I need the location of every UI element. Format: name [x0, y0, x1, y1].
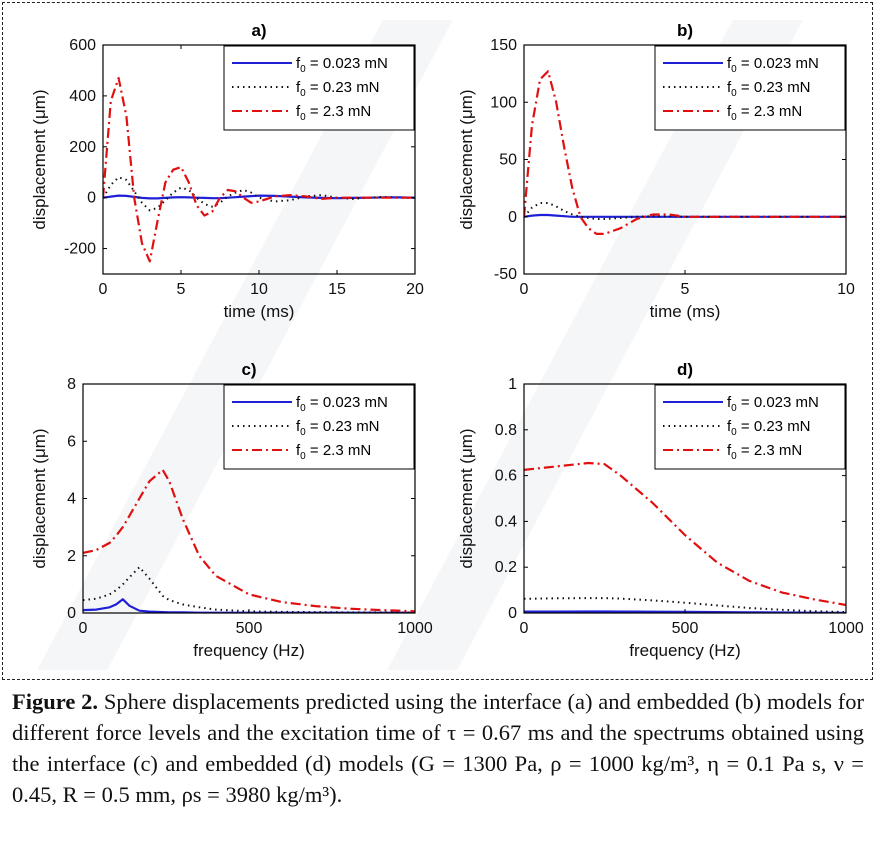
- series-line: [83, 468, 415, 613]
- y-axis-label: displacement (μm): [457, 428, 476, 568]
- y-tick-label: -50: [494, 266, 517, 283]
- panel-title: c): [241, 360, 256, 379]
- legend-entry: f0 = 0.23 mN: [296, 418, 380, 438]
- y-tick-label: 0: [67, 605, 76, 622]
- y-axis-label: displacement (μm): [457, 89, 476, 229]
- x-tick-label: 10: [837, 281, 855, 298]
- y-tick-label: 2: [67, 548, 76, 565]
- legend-box: [223, 45, 415, 131]
- series-line: [524, 202, 846, 220]
- y-tick-label: 100: [490, 94, 517, 111]
- x-axis-label: time (ms): [650, 302, 721, 321]
- y-tick-label: 0.6: [495, 468, 517, 485]
- x-tick-label: 15: [328, 281, 346, 298]
- figure-frame: [2, 2, 873, 680]
- panel-title: b): [677, 21, 693, 40]
- legend-entry: f0 = 0.023 mN: [727, 55, 819, 75]
- x-tick-label: 0: [79, 620, 88, 637]
- x-tick-label: 500: [672, 620, 699, 637]
- y-tick-label: 0: [508, 209, 517, 226]
- x-tick-label: 0: [520, 281, 529, 298]
- panel-title: a): [251, 21, 266, 40]
- legend-entry: f0 = 2.3 mN: [727, 103, 802, 123]
- caption-text: Sphere displacements predicted using the…: [12, 689, 865, 807]
- panel-a: a) 0 5 10 15 20 -200 0 200 400 600 time (ms) displac…: [30, 21, 424, 321]
- legend-entry: f0 = 0.23 mN: [727, 418, 811, 438]
- y-tick-label: 0.2: [495, 559, 517, 576]
- y-axis-label: displacement (μm): [30, 89, 49, 229]
- x-tick-label: 1000: [397, 620, 433, 637]
- y-tick-label: 8: [67, 376, 76, 393]
- x-tick-label: 500: [236, 620, 263, 637]
- legend-box: [654, 45, 846, 131]
- series-line: [83, 566, 415, 613]
- y-tick-label: 50: [499, 152, 517, 169]
- legend-entry: f0 = 2.3 mN: [296, 442, 371, 462]
- legend-box: [223, 384, 415, 470]
- y-tick-label: 400: [69, 88, 96, 105]
- x-tick-label: 5: [177, 281, 186, 298]
- y-tick-label: 6: [67, 433, 76, 450]
- x-axis-label: time (ms): [224, 302, 295, 321]
- legend-entry: f0 = 0.23 mN: [296, 79, 380, 99]
- series-line: [524, 70, 846, 235]
- legend-box: [654, 384, 846, 470]
- panel-c: c) 0 500 1000 0 2 4 6 8 frequency (Hz) displacemen…: [30, 360, 433, 660]
- y-tick-label: 600: [69, 37, 96, 54]
- y-tick-label: 1: [508, 376, 517, 393]
- figure-caption: Figure 2. Sphere displacements predicted…: [12, 686, 864, 810]
- x-tick-label: 20: [406, 281, 424, 298]
- x-tick-label: 5: [681, 281, 690, 298]
- x-tick-label: 10: [250, 281, 268, 298]
- panel-d: d) 0 500 1000 0 0.2 0.4 0.6 0.8 1 frequency (Hz) di…: [457, 360, 864, 660]
- y-tick-label: 4: [67, 491, 76, 508]
- series-line: [524, 461, 846, 607]
- series-line: [103, 176, 415, 212]
- y-tick-label: 0.8: [495, 422, 517, 439]
- x-tick-label: 1000: [828, 620, 864, 637]
- caption-label: Figure 2.: [12, 689, 99, 714]
- y-tick-label: 150: [490, 37, 517, 54]
- y-axis-label: displacement (μm): [30, 428, 49, 568]
- series-line: [103, 76, 415, 263]
- legend-entry: f0 = 0.023 mN: [727, 394, 819, 414]
- x-tick-label: 0: [520, 620, 529, 637]
- legend-entry: f0 = 2.3 mN: [296, 103, 371, 123]
- y-tick-label: 0: [508, 605, 517, 622]
- legend-entry: f0 = 2.3 mN: [727, 442, 802, 462]
- x-axis-label: frequency (Hz): [629, 641, 740, 660]
- panel-title: d): [677, 360, 693, 379]
- legend-entry: f0 = 0.023 mN: [296, 55, 388, 75]
- y-tick-label: -200: [64, 241, 96, 258]
- y-tick-label: 0.4: [495, 513, 517, 530]
- x-axis-label: frequency (Hz): [193, 641, 304, 660]
- y-tick-label: 0: [87, 190, 96, 207]
- y-tick-label: 200: [69, 139, 96, 156]
- legend-entry: f0 = 0.23 mN: [727, 79, 811, 99]
- x-tick-label: 0: [99, 281, 108, 298]
- legend-entry: f0 = 0.023 mN: [296, 394, 388, 414]
